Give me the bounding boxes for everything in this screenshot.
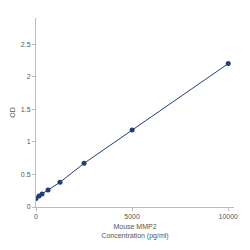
svg-text:0.5: 0.5 bbox=[21, 171, 31, 178]
svg-text:Mouse MMP2Concentration (pg/ml: Mouse MMP2Concentration (pg/ml) bbox=[101, 223, 168, 240]
svg-text:1.5: 1.5 bbox=[21, 106, 31, 113]
svg-text:10000: 10000 bbox=[218, 213, 238, 220]
svg-text:0: 0 bbox=[34, 213, 38, 220]
svg-text:2: 2 bbox=[27, 73, 31, 80]
svg-text:1: 1 bbox=[27, 138, 31, 145]
svg-text:OD: OD bbox=[9, 107, 16, 118]
svg-text:5000: 5000 bbox=[124, 213, 140, 220]
svg-text:0: 0 bbox=[27, 203, 31, 210]
svg-text:2.5: 2.5 bbox=[21, 41, 31, 48]
